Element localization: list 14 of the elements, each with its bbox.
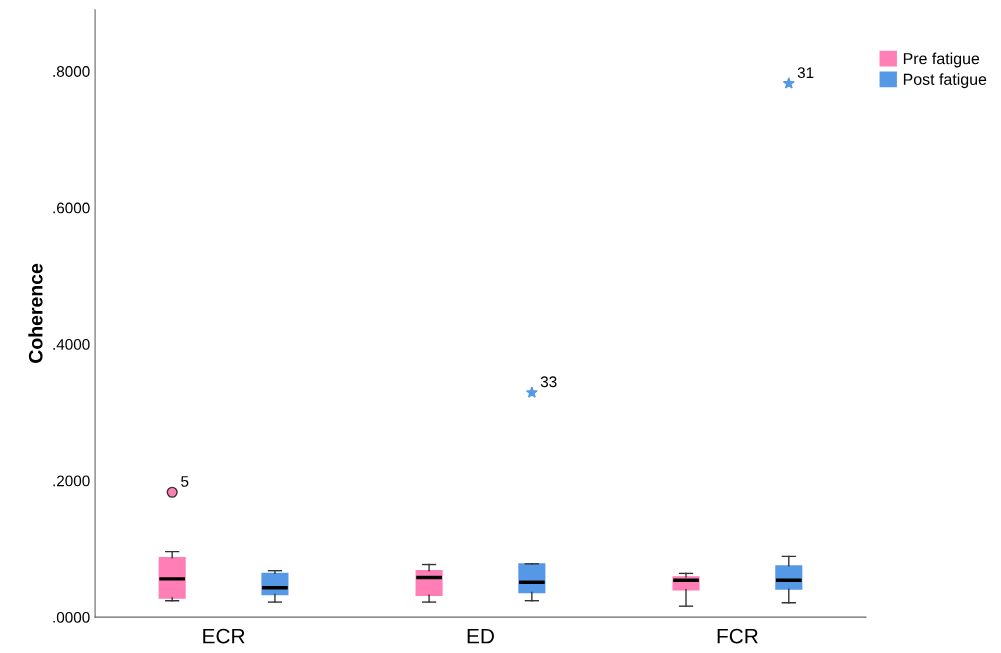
y-tick-label: .2000 xyxy=(53,475,90,487)
legend-label: Pre fatigue xyxy=(903,52,980,68)
annotation: 33 xyxy=(540,376,557,388)
y-tick-label: .8000 xyxy=(53,66,90,77)
y-axis-title: Coherence xyxy=(28,263,43,363)
x-tick-label: FCR xyxy=(717,628,758,644)
x-tick-label: ECR xyxy=(203,628,245,644)
y-tick-label: .4000 xyxy=(53,339,90,350)
annotation: 31 xyxy=(797,67,814,79)
annotation: 5 xyxy=(181,476,189,487)
x-tick-label: ED xyxy=(467,628,494,644)
y-tick-label: .0000 xyxy=(53,611,90,623)
legend-label: Post fatigue xyxy=(903,73,987,89)
y-tick-label: .6000 xyxy=(53,202,90,214)
